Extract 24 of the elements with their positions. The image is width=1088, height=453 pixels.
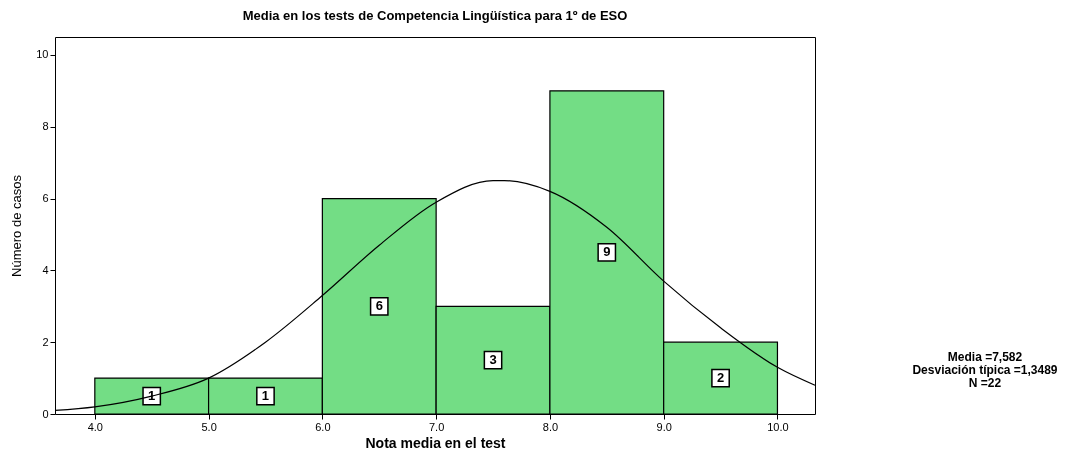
x-tick-label: 10.0 bbox=[767, 420, 789, 433]
chart-title: Media en los tests de Competencia Lingüística para 1º de ESO bbox=[242, 8, 628, 23]
data-label: 9 bbox=[603, 244, 611, 260]
y-tick-label: 2 bbox=[42, 335, 49, 348]
data-label: 3 bbox=[489, 352, 497, 368]
data-label: 6 bbox=[375, 298, 383, 314]
x-tick-label: 7.0 bbox=[428, 420, 445, 433]
x-tick-label: 8.0 bbox=[542, 420, 559, 433]
y-tick-label: 0 bbox=[42, 407, 49, 420]
y-tick-label: 8 bbox=[42, 120, 49, 133]
y-tick-label: 10 bbox=[36, 48, 49, 61]
text: Media =7,582 bbox=[947, 350, 1023, 364]
x-tick-label: 5.0 bbox=[201, 420, 217, 433]
x-tick-label: 4.0 bbox=[87, 420, 103, 433]
text: Desviación típica =1,3489 bbox=[912, 363, 1058, 377]
data-label: 1 bbox=[261, 388, 270, 404]
x-tick-label: 9.0 bbox=[656, 420, 672, 433]
y-axis-title: Número de casos bbox=[9, 174, 25, 277]
y-tick-label: 6 bbox=[42, 192, 49, 205]
text: N =22 bbox=[968, 376, 1002, 390]
data-label: 2 bbox=[716, 370, 725, 386]
y-tick-label: 4 bbox=[42, 263, 49, 276]
x-axis-title: Nota media en el test bbox=[365, 434, 506, 451]
x-tick-label: 6.0 bbox=[315, 420, 331, 433]
